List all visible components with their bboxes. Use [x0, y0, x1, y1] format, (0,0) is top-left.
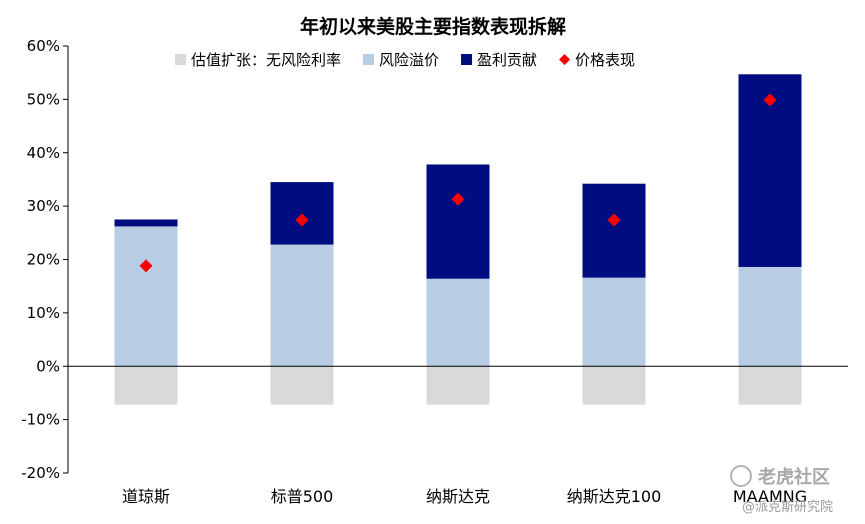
x-category-label: 纳斯达克 [426, 487, 490, 506]
bar-segment [426, 366, 490, 405]
legend-label: 风险溢价 [379, 51, 439, 69]
y-tick-label: 20% [27, 251, 60, 269]
legend-swatch [175, 54, 186, 65]
bar-segment [270, 244, 334, 367]
y-tick-label: 40% [27, 144, 60, 162]
price-marker [139, 259, 153, 273]
x-category-label: 纳斯达克100 [567, 487, 662, 506]
legend-label: 价格表现 [575, 51, 635, 69]
bar-segment [270, 366, 334, 405]
y-tick-label: -20% [21, 464, 60, 482]
price-marker [295, 213, 309, 227]
bar-segment [270, 182, 334, 245]
y-tick-label: -10% [21, 411, 60, 429]
watermark-author: @派克斯研究院 [742, 500, 833, 515]
watermark: 老虎社区 @派克斯研究院 [730, 465, 833, 515]
legend-label: 估值扩张：无风险利率 [191, 51, 341, 69]
bar-segment [426, 278, 490, 367]
plot-area: -20% -10% 0% 10% 20% 30% 40% 50% 60% 道琼斯 标普500 纳斯达克… [21, 37, 848, 506]
bar-segment [738, 266, 802, 367]
chart-title: 年初以来美股主要指数表现拆解 [300, 15, 566, 38]
bar-segment [114, 219, 178, 227]
x-category-label: MAAMNG [733, 487, 807, 506]
legend-swatch [559, 54, 571, 65]
y-tick-label: 0% [36, 357, 60, 375]
y-tick-label: 60% [27, 37, 60, 55]
y-tick-label: 50% [27, 90, 60, 108]
legend-label: 盈利贡献 [477, 51, 537, 69]
legend-swatch [363, 54, 375, 65]
watermark-logo-icon [730, 465, 752, 487]
bar-segment [114, 226, 178, 367]
bar-segment [582, 277, 646, 367]
y-tick-label: 30% [27, 197, 60, 215]
legend: 估值扩张：无风险利率 风险溢价 盈利贡献 价格表现 [175, 51, 635, 69]
x-category-label: 道琼斯 [122, 487, 170, 506]
price-marker [763, 93, 777, 107]
price-marker [451, 192, 465, 206]
bar-segment [426, 164, 490, 279]
bar-segment [114, 366, 178, 405]
y-tick-label: 10% [27, 304, 60, 322]
x-category-label: 标普500 [271, 487, 334, 506]
bar-segment [738, 366, 802, 405]
bar-segment [582, 366, 646, 405]
price-marker [607, 213, 621, 227]
bar-segment [582, 183, 646, 278]
legend-swatch [461, 54, 473, 65]
watermark-brand: 老虎社区 [758, 466, 830, 488]
